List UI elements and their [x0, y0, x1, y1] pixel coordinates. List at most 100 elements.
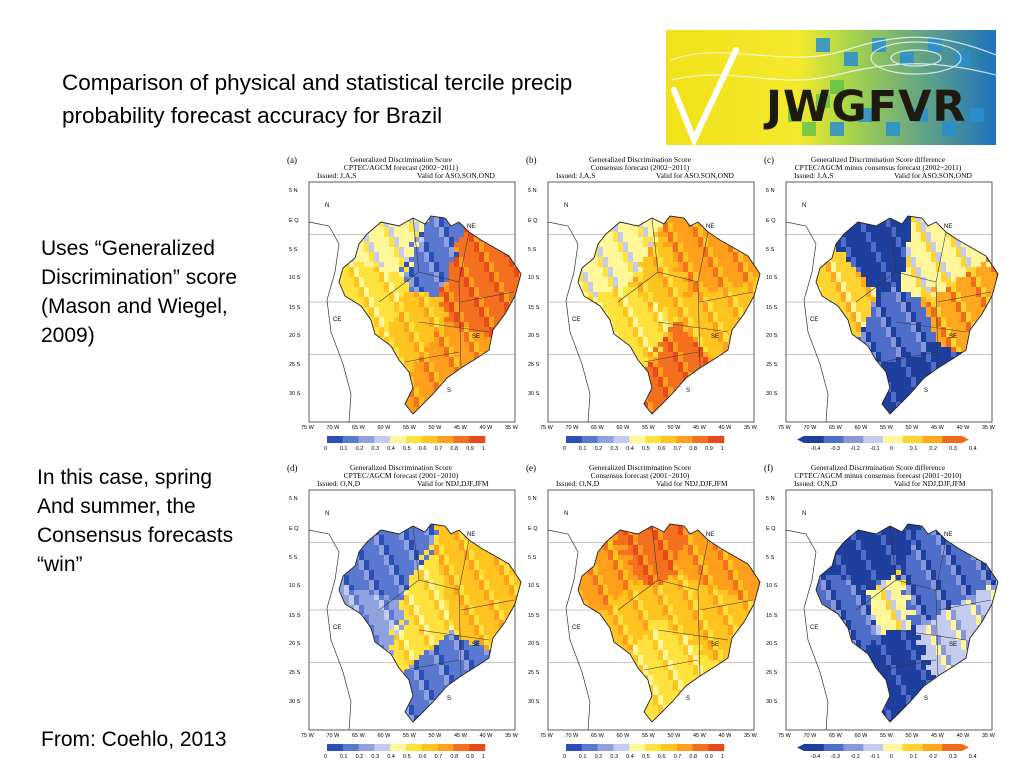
- latitude-tick-label: 30 S: [766, 391, 778, 397]
- colorbar-segment: [406, 436, 423, 443]
- longitude-tick-label: 60 W: [616, 733, 630, 739]
- region-label: CE: [810, 625, 819, 631]
- latitude-tick-label: 20 S: [766, 333, 778, 339]
- region-label: S: [924, 388, 929, 394]
- colorbar-segment: [645, 436, 662, 443]
- latitude-tick-label: 5 N: [766, 188, 775, 194]
- colorbar-tick-label: 0.7: [673, 754, 682, 760]
- colorbar-tick-label: 0.9: [466, 446, 474, 452]
- colorbar-tick-label: 0.5: [403, 754, 411, 760]
- colorbar-segment: [453, 744, 470, 751]
- region-label: N: [325, 511, 330, 517]
- colorbar-tick-label: 0.7: [434, 446, 443, 452]
- state-border: [697, 589, 701, 677]
- latitude-tick-label: 20 S: [289, 641, 301, 647]
- longitude-tick-label: 35 W: [505, 425, 518, 431]
- colorbar-tick-label: 0: [563, 754, 567, 760]
- region-label: SE: [472, 334, 481, 340]
- state-border: [458, 231, 470, 283]
- map-panel: (d) Generalized Discrimination Score CPTEC…: [287, 462, 525, 762]
- longitude-tick-label: 65 W: [352, 425, 365, 431]
- colorbar-tick-label: 0.2: [929, 446, 938, 452]
- longitude-tick-label: 70 W: [803, 425, 817, 431]
- region-label: NE: [944, 532, 953, 538]
- colorbar-segment: [581, 744, 598, 751]
- latitude-tick-label: 5 S: [528, 247, 537, 253]
- latitude-tick-label: 30 S: [766, 699, 778, 705]
- colorbar-segment: [342, 436, 359, 443]
- latitude-tick-label: 20 S: [528, 333, 540, 339]
- state-border: [895, 321, 967, 333]
- brazil-map: [308, 489, 522, 751]
- colorbar-tick-label: 0: [324, 754, 328, 760]
- colorbar-segment: [342, 744, 359, 751]
- panel-header-title: Generalized Discrimination Score: [588, 463, 692, 472]
- colorbar-arrow: [797, 744, 804, 751]
- colorbar-segment: [327, 436, 344, 443]
- latitude-tick-label: 5 S: [289, 555, 298, 561]
- colorbar-tick-label: 0.2: [355, 446, 364, 452]
- latitude-tick-label: 10 S: [766, 275, 778, 281]
- longitude-tick-label: 70 W: [565, 733, 579, 739]
- panel-letter: (a): [287, 155, 297, 165]
- continent-outline: [308, 529, 352, 731]
- colorbar-segment: [469, 744, 486, 751]
- latitude-tick-label: 15 S: [528, 613, 540, 619]
- colorbar-segment: [629, 436, 646, 443]
- colorbar-tick-label: -0.3: [830, 446, 841, 452]
- colorbar-segment: [902, 744, 923, 751]
- longitude-tick-label: 55 W: [642, 425, 655, 431]
- state-border: [697, 281, 701, 369]
- colorbar-tick-label: 0.6: [657, 446, 666, 452]
- colorbar-tick-label: 0.9: [705, 754, 713, 760]
- colorbar-tick-label: 0.2: [594, 754, 603, 760]
- colorbar-tick-label: 1: [721, 754, 725, 760]
- latitude-tick-label: 25 S: [528, 362, 540, 368]
- state-border: [643, 659, 699, 671]
- latitude-tick-label: 25 S: [766, 362, 778, 368]
- colorbar-segment: [358, 436, 375, 443]
- longitude-tick-label: 65 W: [591, 425, 604, 431]
- longitude-tick-label: 60 W: [377, 733, 391, 739]
- colorbar-tick-label: 0.1: [339, 754, 348, 760]
- panel-issued-label: Issued: J,A,S: [317, 171, 357, 180]
- colorbar-segment: [437, 744, 454, 751]
- state-border: [418, 321, 490, 333]
- latitude-tick-label: 20 S: [766, 641, 778, 647]
- colorbar-segment: [843, 744, 864, 751]
- region-label: S: [686, 696, 691, 702]
- colorbar-segment: [421, 744, 438, 751]
- colorbar-segment: [883, 744, 904, 751]
- panel-letter: (e): [526, 463, 536, 473]
- panel-issued-label: Issued: J,A,S: [556, 171, 596, 180]
- colorbar-tick-label: 0.5: [642, 754, 650, 760]
- latitude-tick-label: 15 S: [766, 305, 778, 311]
- state-border: [935, 281, 939, 369]
- colorbar-segment: [804, 744, 825, 751]
- colorbar-segment: [942, 744, 963, 751]
- colorbar-tick-label: 0.3: [610, 446, 619, 452]
- map-panel: (b) Generalized Discrimination Score Conse…: [526, 154, 764, 454]
- state-border: [617, 579, 659, 611]
- colorbar-segment: [469, 436, 486, 443]
- longitude-tick-label: 70 W: [565, 425, 579, 431]
- brazil-map: [785, 181, 999, 443]
- latitude-tick-label: 5 N: [289, 188, 298, 194]
- longitude-tick-label: 35 W: [505, 733, 518, 739]
- region-label: NE: [944, 224, 953, 230]
- region-label: NE: [467, 532, 476, 538]
- colorbar-segment: [613, 744, 630, 751]
- state-border: [855, 271, 897, 303]
- longitude-tick-label: 40 W: [956, 425, 970, 431]
- result-note: In this case, spring And summer, the Con…: [37, 466, 234, 576]
- latitude-tick-label: 30 S: [289, 391, 301, 397]
- latitude-tick-label: 5 N: [289, 496, 298, 502]
- map-panel: (c) Generalized Discrimination Score diff…: [764, 154, 1002, 454]
- colorbar-tick-label: 0.3: [371, 446, 380, 452]
- longitude-tick-label: 60 W: [377, 425, 391, 431]
- panel-letter: (b): [526, 155, 537, 165]
- panel-header-title: Generalized Discrimination Score differe…: [810, 155, 946, 164]
- colorbar-tick-label: 0.6: [657, 754, 666, 760]
- region-label: S: [924, 696, 929, 702]
- state-border: [855, 579, 897, 611]
